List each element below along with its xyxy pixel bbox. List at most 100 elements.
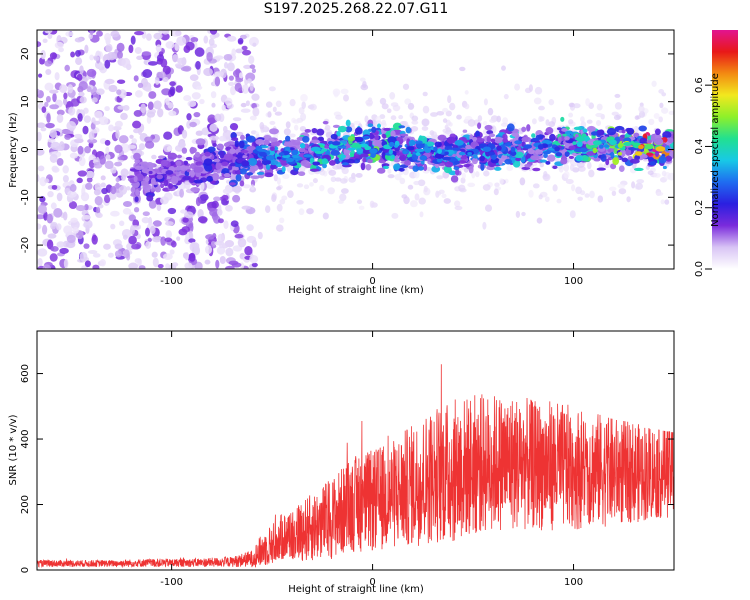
spectrogram-cell [585,98,590,107]
spectrogram-cell [63,225,73,235]
spectrogram-cell [51,184,58,190]
spectrogram-cell [195,60,201,70]
chart-title: S197.2025.268.22.07.G11 [263,1,449,17]
spectrogram-cell [188,238,196,243]
spectrogram-cell [194,47,205,57]
spectrogram-cell [303,154,313,158]
spectrogram-cell [367,97,373,102]
spectrogram-cell [211,102,216,108]
spectrogram-cell [344,143,351,149]
spectrogram-cell [459,188,467,193]
spectrogram-cell [555,152,563,157]
spectrogram-cell [182,217,189,223]
spectrogram-cell [133,109,143,117]
spectrogram-cell [257,231,263,240]
spectrogram-cell [413,170,420,179]
spectrogram-cell [391,212,399,219]
spectrogram-cell [82,125,89,135]
spectrogram-cell [176,154,183,159]
spectrogram-cell [526,124,531,132]
spectrogram-cell [56,114,64,123]
spectrogram-cell [539,159,548,163]
spectrogram-cell [376,123,382,129]
spectrogram-cell [118,135,129,144]
spectrogram-cell [131,243,141,250]
spectrogram-cell [249,254,259,264]
spectrogram-cell [664,199,670,205]
spectrogram-cell [268,86,276,92]
spectrogram-cell [74,37,83,43]
spectrogram-cell [436,158,443,163]
spectrogram-cell [582,128,588,134]
spectrogram-cell [281,166,286,173]
spectrogram-cell [339,178,348,184]
spectrogram-cell [45,69,52,75]
spectrogram-cell [51,165,59,172]
spectrogram-ytick-label: -20 [20,237,31,253]
spectrogram-cell [446,136,457,144]
spectrogram-cell [239,180,245,187]
spectrogram-cell [64,134,71,140]
spectrogram-cell [464,90,469,95]
spectrogram-cell [41,106,47,113]
spectrogram-cell [597,195,604,203]
spectrogram-cell [62,211,68,221]
spectrogram-cell [130,225,140,230]
spectrogram-cell [300,94,308,102]
spectrogram-cell [181,147,188,154]
spectrogram-cell [115,177,120,183]
spectrogram-cell [123,249,130,259]
spectrogram-cell [399,154,407,162]
spectrogram-cell [153,32,163,40]
spectrogram-cell [223,173,231,178]
spectrogram-cell [617,183,626,189]
spectrogram-cell [447,95,452,104]
spectrogram-cell [482,221,487,230]
spectrogram-cell [548,99,555,106]
spectrogram-cell [299,125,306,132]
spectrogram-cell [268,137,278,143]
spectrogram-cell [345,158,356,164]
spectrogram-cell [415,140,423,145]
spectrogram-cell [269,128,279,135]
spectrogram-cell [297,171,306,177]
spectrogram-cell [464,103,470,110]
spectrogram-cell [422,91,428,97]
spectrogram-cell [37,131,42,142]
spectrogram-cell [611,190,617,196]
spectrogram-cell [331,141,341,146]
spectrogram-cell [110,210,120,217]
spectrogram-cell [152,257,159,268]
spectrogram-cell [56,241,65,248]
spectrogram-cell [148,170,153,175]
spectrogram-cell [588,102,595,110]
spectrogram-cell [528,189,534,198]
spectrogram-cell [44,82,54,91]
spectrogram-cell [49,89,59,94]
spectrogram-cell [455,168,460,176]
spectrogram-cell [390,154,396,160]
spectrogram-cell [490,138,496,143]
spectrogram-ytick-label: 20 [20,48,31,61]
spectrogram-cell [37,148,45,156]
spectrogram-cell [85,182,93,190]
spectrogram-cell [638,125,647,132]
spectrogram-cell [605,158,610,166]
spectrogram-cell [224,97,233,106]
spectrogram-cell [150,188,155,192]
spectrogram-cell [441,193,447,199]
spectrogram-cell [228,164,233,171]
spectrogram-cell [270,146,275,151]
spectrogram-cell [229,182,236,186]
spectrogram-cell [169,249,175,255]
spectrogram-cell [541,139,551,145]
spectrogram-cell [232,194,241,203]
spectrogram-cell [38,73,43,78]
spectrogram-cell [183,160,189,166]
spectrogram-cell [309,182,314,187]
spectrogram-cell [214,55,224,60]
spectrogram-cell [105,43,113,53]
spectrogram-cell [199,98,205,105]
spectrogram-cell [96,88,105,95]
spectrogram-ylabel: Frequency (Hz) [8,112,19,188]
